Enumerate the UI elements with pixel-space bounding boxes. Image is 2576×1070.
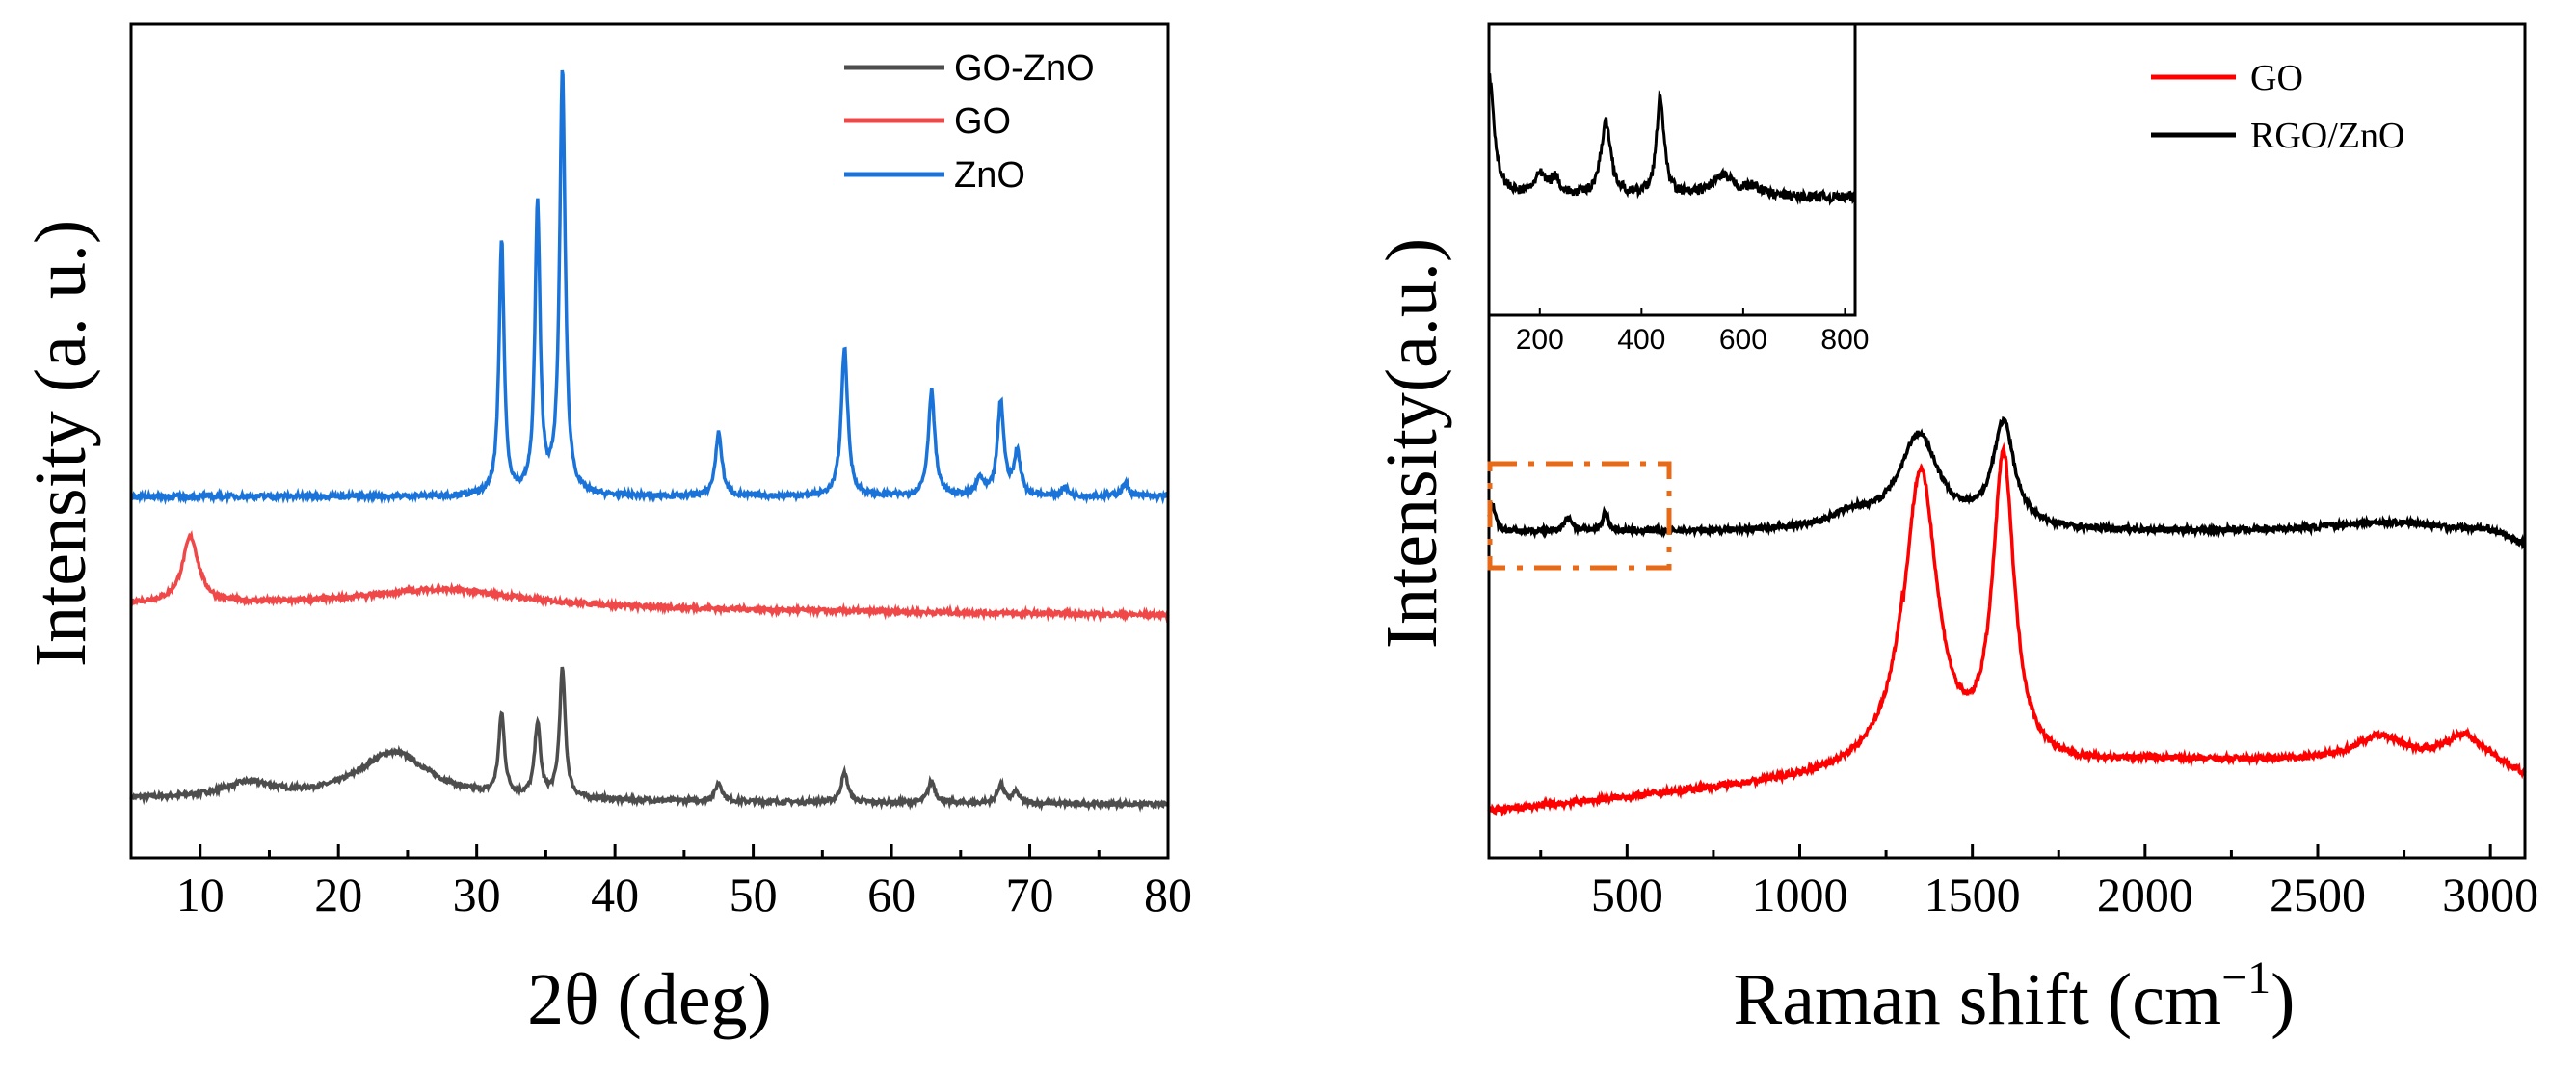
inset-series-rgo-zno (1488, 72, 1856, 206)
raman-x-tick-label: 2500 (2270, 868, 2366, 922)
raman-axes-frame (1487, 22, 2527, 860)
inset-x-tick-label: 400 (1617, 324, 1665, 356)
inset-frame (1487, 22, 1857, 317)
xrd-y-axis-label: Intensity (a. u.) (20, 220, 101, 667)
raman-series-rgo-zno (1487, 415, 2527, 550)
highlight-box (1487, 461, 1672, 571)
xrd-panel: 10 20 30 40 50 60 70 80 2θ (deg) Intensity (a. … (20, 22, 1192, 1040)
inset-x-tick-label: 200 (1516, 324, 1564, 356)
xrd-series-go (129, 530, 1170, 624)
xrd-legend: GO-ZnO GO ZnO (844, 48, 1095, 196)
raman-y-axis-label: Intensity(a.u.) (1371, 238, 1452, 649)
xrd-x-tick-label: 30 (453, 868, 501, 922)
inset-x-tick-label: 800 (1820, 324, 1869, 356)
raman-series-go (1487, 441, 2527, 817)
legend-label-go: GO (954, 101, 1011, 142)
raman-inset: 200 400 600 800 (1487, 22, 1869, 356)
inset-x-tick-label: 600 (1719, 324, 1767, 356)
legend-label-zno: ZnO (954, 155, 1025, 196)
raman-x-tick-label: 500 (1591, 868, 1663, 922)
xrd-x-tick-label: 40 (591, 868, 639, 922)
raman-x-tick-label: 1500 (1925, 868, 2021, 922)
raman-x-tick-label: 2000 (2097, 868, 2193, 922)
legend-label-rgo-zno: RGO/ZnO (2250, 116, 2404, 156)
inset-x-ticks: 200 400 600 800 (1516, 308, 1869, 356)
raman-x-tick-label: 3000 (2442, 868, 2538, 922)
xrd-series-zno (129, 69, 1170, 506)
xrd-x-tick-label: 80 (1144, 868, 1192, 922)
raman-x-tick-label: 1000 (1752, 868, 1848, 922)
xrd-x-ticks: 10 20 30 40 50 60 70 80 (129, 844, 1192, 922)
xrd-x-tick-label: 10 (176, 868, 225, 922)
raman-panel: 500 1000 1500 2000 2500 3000 Raman shift (cm−… (1371, 22, 2538, 1040)
xrd-plot-area (129, 69, 1170, 813)
xrd-x-tick-label: 20 (314, 868, 362, 922)
xrd-x-tick-label: 70 (1006, 868, 1054, 922)
xrd-x-tick-label: 60 (867, 868, 916, 922)
xrd-series-go-zno (129, 666, 1169, 813)
xrd-x-axis-label: 2θ (deg) (527, 959, 772, 1040)
raman-x-ticks: 500 1000 1500 2000 2500 3000 (1539, 844, 2538, 922)
raman-legend: GO RGO/ZnO (2151, 58, 2404, 156)
legend-label-raman-go: GO (2250, 58, 2303, 98)
legend-label-go-zno: GO-ZnO (954, 48, 1095, 89)
xrd-axes-frame (129, 22, 1170, 860)
raman-x-axis-label: Raman shift (cm−1) (1734, 952, 2296, 1040)
raman-plot-area (1487, 415, 2527, 817)
inset-plot-area (1488, 72, 1856, 206)
xrd-x-tick-label: 50 (730, 868, 778, 922)
